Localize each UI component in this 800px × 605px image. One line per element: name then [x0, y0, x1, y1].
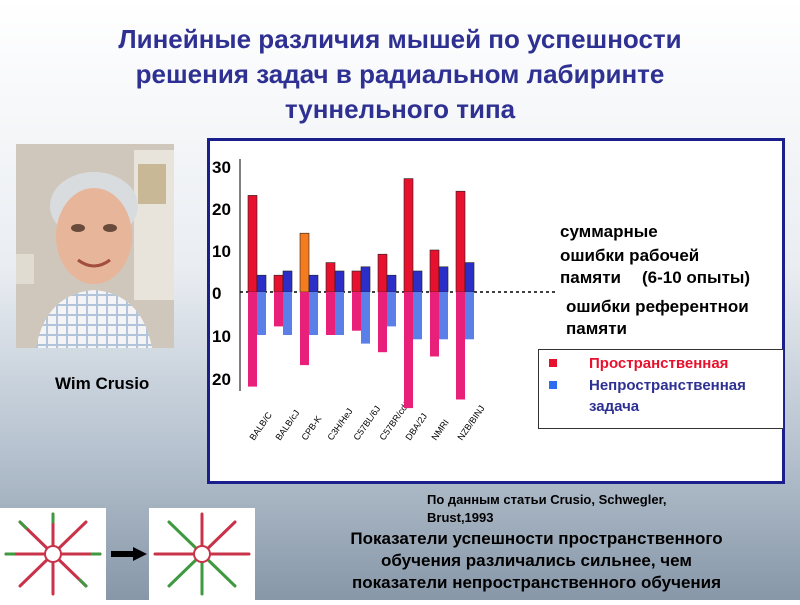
- x-tick-label: NMRI: [429, 418, 450, 443]
- bar-nonspatial-reference: [257, 292, 266, 335]
- conclusion-line-3: показатели непространственного обучения: [351, 573, 722, 592]
- legend-swatch-nonspatial: [549, 381, 557, 389]
- bar-spatial-reference: [326, 292, 335, 335]
- bar-nonspatial-working: [360, 266, 371, 293]
- bar-nonspatial-working: [308, 274, 319, 293]
- annotation-line-5: памяти: [566, 319, 627, 338]
- x-tick-label: CPB-K: [299, 414, 323, 442]
- title-line-2: решения задач в радиальном лабиринте: [135, 59, 665, 89]
- chart-frame: 30 20 10 0 10 20 BALB/C BALB/cJ CPB-K C3H/HeJ C57B…: [207, 138, 785, 484]
- bar-spatial-working: [455, 190, 466, 293]
- bar-spatial-reference: [456, 292, 465, 400]
- bar-spatial-reference: [430, 292, 439, 357]
- bar-nonspatial-reference: [283, 292, 292, 335]
- bar-spatial-working: [429, 249, 440, 293]
- title-line-1: Линейные различия мышей по успешности: [118, 24, 682, 54]
- conclusion-text: Показатели успешности пространственного …: [313, 528, 760, 594]
- maze-diagram-after: [153, 512, 251, 596]
- bar-nonspatial-reference: [465, 292, 474, 340]
- y-tick-label: 20: [212, 200, 231, 219]
- conclusion-line-2: обучения различались сильнее, чем: [381, 551, 692, 570]
- y-tick-label: 20: [212, 370, 231, 389]
- bar-spatial-working: [403, 178, 414, 293]
- legend-swatch-spatial: [549, 359, 557, 367]
- bar-spatial-reference: [352, 292, 361, 331]
- bar-nonspatial-working: [438, 266, 449, 293]
- legend-label-nonspatial-2: задача: [589, 398, 640, 415]
- source-line-1: По данным статьи Crusio, Schwegler,: [427, 492, 667, 507]
- x-tick-label: DBA/2J: [403, 411, 429, 442]
- bar-spatial-working: [299, 232, 310, 293]
- chart-legend: Пространственная Непространственная зада…: [538, 349, 784, 429]
- bar-spatial-working: [377, 253, 388, 293]
- bar-spatial-reference: [274, 292, 283, 327]
- bar-nonspatial-working: [256, 274, 267, 293]
- bar-spatial-reference: [378, 292, 387, 353]
- bar-spatial-reference: [300, 292, 309, 366]
- annotation-line-4: ошибки референтнои: [566, 297, 749, 316]
- y-tick-label: 10: [212, 327, 231, 346]
- bar-nonspatial-working: [464, 262, 475, 293]
- x-tick-label: BALB/C: [247, 410, 274, 442]
- annotation-trials: (6-10 опыты): [642, 268, 751, 287]
- conclusion-line-1: Показатели успешности пространственного: [350, 529, 723, 548]
- bar-nonspatial-working: [386, 274, 397, 293]
- bar-nonspatial-working: [334, 270, 345, 293]
- bar-nonspatial-working: [412, 270, 423, 293]
- bar-nonspatial-reference: [413, 292, 422, 340]
- legend-label-spatial: Пространственная: [589, 355, 729, 372]
- title-line-3: туннельного типа: [284, 94, 516, 124]
- annotation-line-3: памяти: [560, 268, 621, 287]
- bar-spatial-working: [273, 274, 284, 293]
- legend-label-nonspatial: Непространственная: [589, 377, 746, 394]
- bar-nonspatial-reference: [309, 292, 318, 335]
- source-line-2: Brust,1993: [427, 510, 494, 525]
- maze-diagram-before: [4, 512, 102, 596]
- bar-nonspatial-reference: [439, 292, 448, 340]
- bar-spatial-working: [247, 195, 258, 293]
- bar-spatial-reference: [404, 292, 413, 409]
- y-tick-label: 30: [212, 158, 231, 177]
- bar-nonspatial-working: [282, 270, 293, 293]
- x-tick-label: C3H/HeJ: [325, 406, 354, 442]
- bar-spatial-working: [325, 262, 336, 293]
- y-tick-label: 0: [212, 284, 221, 303]
- source-citation: По данным статьи Crusio, Schwegler, Brus…: [427, 491, 737, 527]
- bar-spatial-reference: [248, 292, 257, 387]
- annotation-line-1: суммарные: [560, 222, 658, 241]
- bar-nonspatial-reference: [361, 292, 370, 344]
- bar-nonspatial-reference: [335, 292, 344, 335]
- bar-spatial-working: [351, 270, 362, 293]
- radial-maze-before: [0, 508, 106, 600]
- radial-maze-after: [149, 508, 255, 600]
- slide-title: Линейные различия мышей по успешности ре…: [40, 22, 760, 127]
- annotation-line-2: ошибки рабочей: [560, 246, 700, 265]
- photo-caption: Wim Crusio: [55, 374, 150, 393]
- bar-nonspatial-reference: [387, 292, 396, 327]
- x-tick-label: NZB/BINJ: [455, 404, 486, 443]
- x-tick-label: BALB/cJ: [273, 408, 301, 442]
- y-tick-label: 10: [212, 242, 231, 261]
- arrow-right-icon: [111, 547, 147, 561]
- portrait-photo: [16, 144, 174, 348]
